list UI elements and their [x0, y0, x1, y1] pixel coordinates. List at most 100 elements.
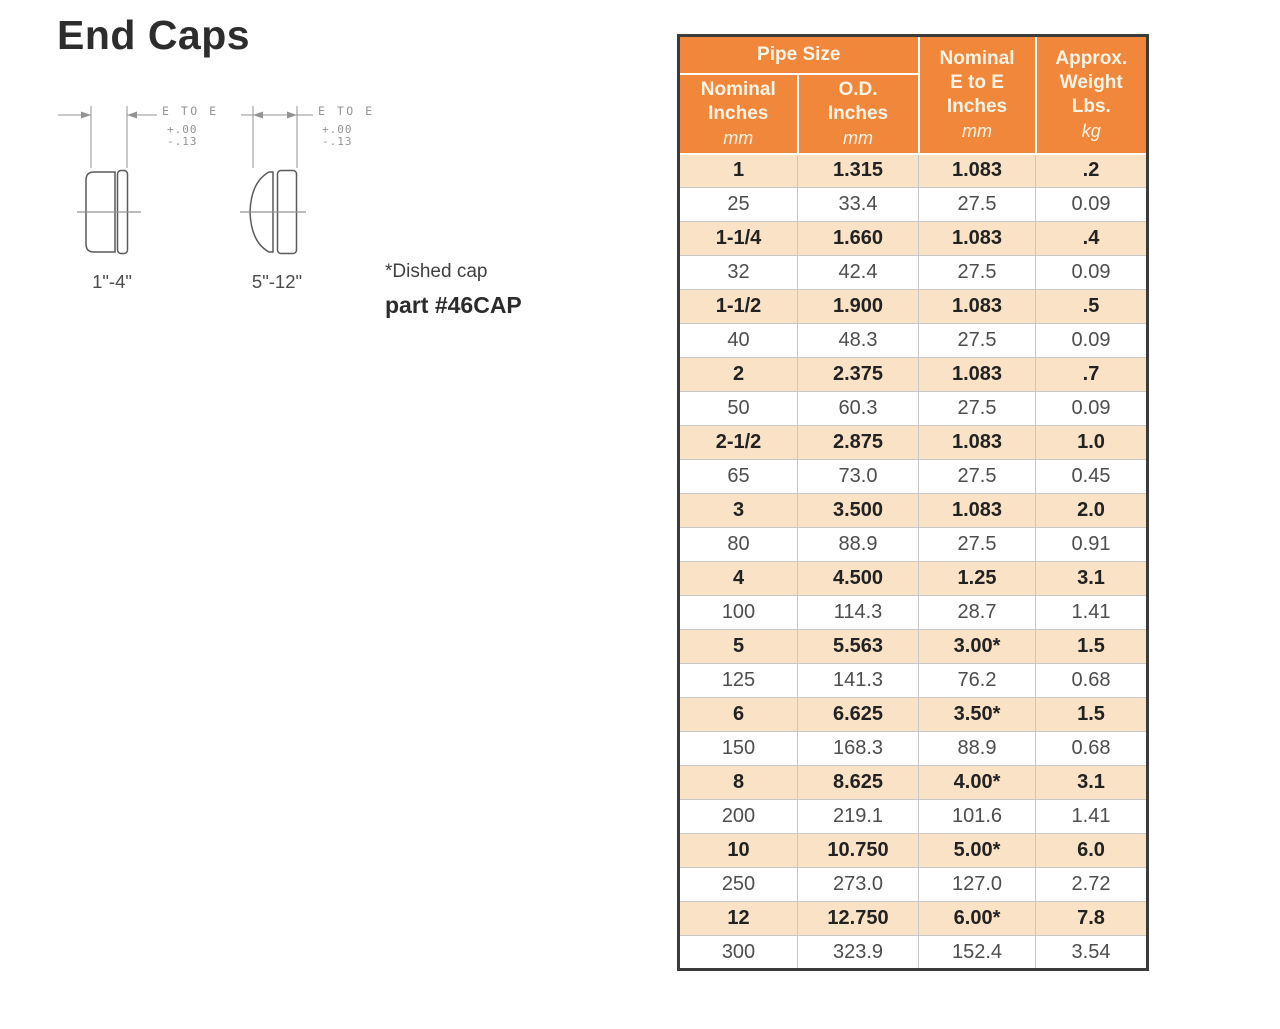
table-row: 40 48.3 27.5 0.09: [678, 323, 1149, 358]
header-weight: Approx. Weight Lbs. kg: [1034, 34, 1149, 155]
table-row: 25 33.4 27.5 0.09: [678, 187, 1149, 222]
dished-cap-diagram: E TO E +.00 -.13 5"-12": [240, 104, 375, 292]
end-cap-drawings: E TO E +.00 -.13 1"-4" E TO E +.00 -: [50, 88, 390, 300]
table-cell: .7: [1035, 357, 1149, 392]
table-cell: 101.6: [918, 799, 1037, 834]
dished-cap-note: *Dished cap: [385, 261, 488, 282]
table-cell: 200: [678, 799, 798, 834]
table-cell: 12.750: [796, 901, 920, 936]
spec-table-header: Pipe Size Nominal E to E Inches mm Appro…: [677, 34, 1149, 155]
table-cell: 3.54: [1035, 935, 1149, 970]
table-cell: 8: [678, 765, 798, 800]
table-cell: 1-1/2: [678, 289, 798, 324]
table-cell: 0.45: [1035, 459, 1149, 494]
table-cell: 88.9: [796, 527, 920, 562]
table-cell: 0.09: [1035, 255, 1149, 290]
table-cell: 2.72: [1035, 867, 1149, 902]
header-line: Inches: [827, 102, 889, 124]
table-row: 150 168.3 88.9 0.68: [678, 731, 1149, 766]
table-cell: 1.900: [796, 289, 920, 324]
table-cell: 40: [678, 323, 798, 358]
flat-cap-diagram: E TO E +.00 -.13 1"-4": [58, 104, 216, 292]
header-line: Nominal: [700, 78, 776, 100]
table-cell: 27.5: [918, 459, 1037, 494]
table-cell: 250: [678, 867, 798, 902]
table-cell: 4: [678, 561, 798, 596]
header-unit: mm: [723, 127, 754, 148]
table-cell: 73.0: [796, 459, 920, 494]
table-cell: 1.083: [918, 289, 1037, 324]
table-row: 200 219.1 101.6 1.41: [678, 799, 1149, 834]
header-line: Inches: [946, 95, 1008, 117]
table-row: 2 2.375 1.083.7: [678, 357, 1149, 392]
table-cell: 1.083: [918, 153, 1037, 188]
table-cell: 6.625: [796, 697, 920, 732]
table-cell: 27.5: [918, 323, 1037, 358]
table-cell: 1.660: [796, 221, 920, 256]
cap-outline: [85, 171, 116, 253]
dimension-label: E TO E: [318, 104, 375, 118]
header-unit: mm: [962, 120, 993, 141]
table-cell: 88.9: [918, 731, 1037, 766]
table-cell: 27.5: [918, 391, 1037, 426]
table-cell: 80: [678, 527, 798, 562]
header-unit: mm: [843, 127, 873, 148]
table-cell: 27.5: [918, 527, 1037, 562]
table-cell: 1.5: [1035, 629, 1149, 664]
spec-table: Pipe Size Nominal E to E Inches mm Appro…: [677, 34, 1150, 971]
table-cell: 127.0: [918, 867, 1037, 902]
header-line: Lbs.: [1071, 95, 1111, 117]
table-cell: 2.0: [1035, 493, 1149, 528]
dimension-arrow: [81, 111, 91, 119]
table-row: 50 60.3 27.5 0.09: [678, 391, 1149, 426]
table-cell: .4: [1035, 221, 1149, 256]
table-cell: 300: [678, 935, 798, 970]
table-cell: 3: [678, 493, 798, 528]
table-row: 125 141.3 76.2 0.68: [678, 663, 1149, 698]
header-line: Nominal: [939, 47, 1015, 69]
table-cell: 2-1/2: [678, 425, 798, 460]
table-cell: 1.5: [1035, 697, 1149, 732]
table-cell: 3.1: [1035, 765, 1149, 800]
table-row: 300 323.9 152.4 3.54: [678, 935, 1149, 970]
table-row: 12 12.750 6.00* 7.8: [678, 901, 1149, 936]
table-row: 2-1/2 2.875 1.083 1.0: [678, 425, 1149, 460]
table-cell: 125: [678, 663, 798, 698]
table-row: 32 42.4 27.5 0.09: [678, 255, 1149, 290]
table-row: 4 4.500 1.25 3.1: [678, 561, 1149, 596]
table-cell: 1.41: [1035, 799, 1149, 834]
table-cell: 273.0: [796, 867, 920, 902]
table-row: 5 5.563 3.00* 1.5: [678, 629, 1149, 664]
table-cell: 0.68: [1035, 663, 1149, 698]
table-row: 1-1/2 1.900 1.083.5: [678, 289, 1149, 324]
table-cell: 3.500: [796, 493, 920, 528]
table-cell: 2: [678, 357, 798, 392]
table-cell: 6.0: [1035, 833, 1149, 868]
table-cell: 6.00*: [918, 901, 1037, 936]
table-cell: 1.25: [918, 561, 1037, 596]
tolerance-plus: +.00: [322, 123, 353, 136]
table-cell: 60.3: [796, 391, 920, 426]
header-line: E to E: [950, 71, 1004, 93]
table-cell: 150: [678, 731, 798, 766]
table-cell: 0.09: [1035, 323, 1149, 358]
table-row: 6 6.625 3.50* 1.5: [678, 697, 1149, 732]
header-line: Inches: [708, 102, 769, 124]
page-title: End Caps: [57, 12, 251, 58]
table-cell: 5.563: [796, 629, 920, 664]
table-cell: 0.09: [1035, 187, 1149, 222]
table-cell: 10.750: [796, 833, 920, 868]
table-cell: 0.91: [1035, 527, 1149, 562]
flat-cap-caption: 1"-4": [92, 271, 132, 292]
table-row: 3 3.500 1.083 2.0: [678, 493, 1149, 528]
table-cell: .2: [1035, 153, 1149, 188]
table-cell: 12: [678, 901, 798, 936]
table-cell: 0.09: [1035, 391, 1149, 426]
table-row: 8 8.625 4.00* 3.1: [678, 765, 1149, 800]
table-row: 1-1/4 1.660 1.083.4: [678, 221, 1149, 256]
table-cell: 1-1/4: [678, 221, 798, 256]
header-od: O.D. Inches mm: [796, 72, 920, 155]
table-cell: 32: [678, 255, 798, 290]
table-cell: 3.50*: [918, 697, 1037, 732]
